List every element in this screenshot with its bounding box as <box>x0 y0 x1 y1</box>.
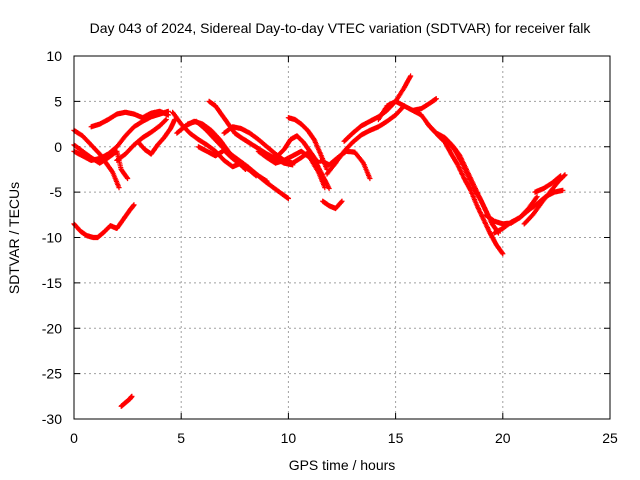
y-tick-label: -15 <box>42 275 62 291</box>
x-tick-label: 10 <box>281 430 297 446</box>
series-markers <box>275 133 332 192</box>
plot-area-border <box>73 55 611 420</box>
y-tick-label: -5 <box>50 184 63 200</box>
y-tick-labels: -30 -25 -20 -15 -10 -5 0 5 10 <box>42 48 62 427</box>
x-axis-label: GPS time / hours <box>289 457 396 473</box>
chart-title: Day 043 of 2024, Sidereal Day-to-day VTE… <box>90 20 592 36</box>
series-markers <box>320 198 345 212</box>
y-tick-label: 10 <box>46 48 62 64</box>
series-track-27 <box>483 194 540 227</box>
series-markers <box>114 116 169 163</box>
series-track-25 <box>446 139 491 218</box>
series-track-2 <box>118 393 135 409</box>
series-markers <box>410 107 506 257</box>
series-markers <box>318 148 373 182</box>
series-track-18 <box>320 198 345 212</box>
series-markers <box>195 144 259 179</box>
x-tick-labels: 0 5 10 15 20 25 <box>70 430 618 446</box>
series-track-6 <box>88 108 171 130</box>
series-markers <box>483 194 540 227</box>
x-tick-label: 0 <box>70 430 78 446</box>
series-track-23 <box>410 107 506 257</box>
series-track-1 <box>71 202 137 241</box>
y-tick-label: -30 <box>42 411 62 427</box>
y-tick-label: -10 <box>42 230 62 246</box>
series-markers <box>375 96 439 123</box>
y-axis-label: SDTVAR / TECUs <box>6 182 22 294</box>
series-markers <box>532 173 564 195</box>
series-markers <box>446 139 491 218</box>
y-tick-label: -25 <box>42 366 62 382</box>
series-markers <box>324 103 407 177</box>
series-track-29 <box>532 173 564 195</box>
y-tick-label: -20 <box>42 320 62 336</box>
series-markers <box>118 393 135 409</box>
series-markers <box>88 108 171 130</box>
series-markers <box>255 148 328 191</box>
x-tick-label: 5 <box>177 430 185 446</box>
series-markers <box>135 116 178 157</box>
x-tick-label: 25 <box>602 430 618 446</box>
y-tick-label: 5 <box>54 93 62 109</box>
series-track-19 <box>318 148 373 182</box>
series-markers <box>71 142 131 182</box>
grid <box>74 56 610 419</box>
series-track-5 <box>71 142 131 182</box>
x-tick-label: 15 <box>388 430 404 446</box>
series-markers <box>521 172 568 227</box>
x-tick-label: 20 <box>495 430 511 446</box>
series-track-16 <box>275 133 332 192</box>
y-tick-label: 0 <box>54 139 62 155</box>
series-track-20 <box>324 103 407 177</box>
series-track-12 <box>195 144 259 179</box>
series-track-22 <box>375 96 439 123</box>
data-points <box>71 73 568 409</box>
series-track-7 <box>114 116 169 163</box>
series-track-28 <box>521 172 568 227</box>
series-track-8 <box>135 116 178 157</box>
series-track-15 <box>255 148 328 191</box>
series-markers <box>71 202 137 241</box>
